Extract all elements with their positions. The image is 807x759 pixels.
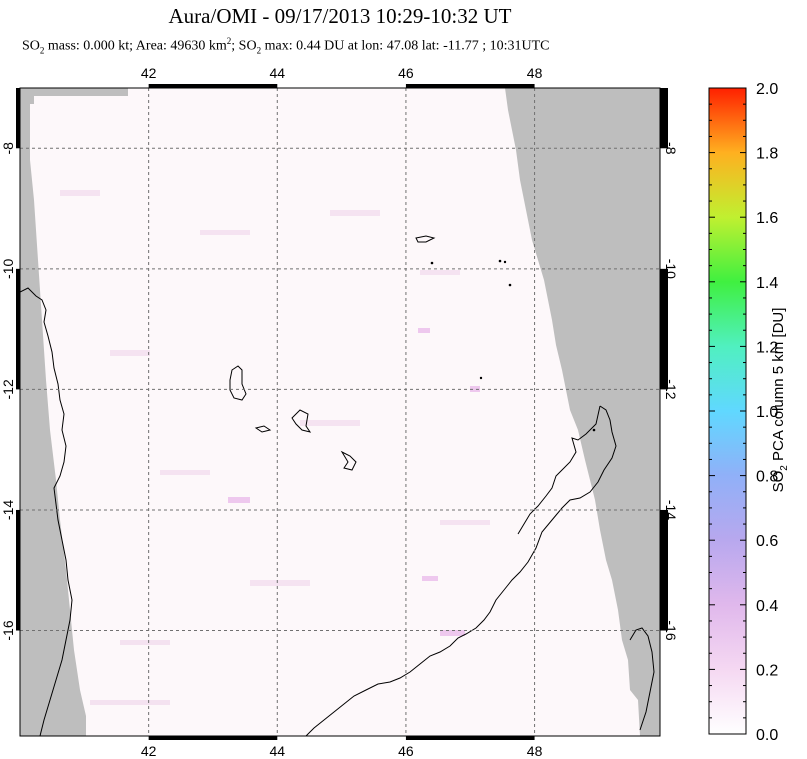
coastline-madagascar-south <box>629 627 655 731</box>
edge-bar-bottom <box>405 736 535 740</box>
lat-tick-label-left: -16 <box>0 620 16 640</box>
edge-bar-left <box>16 509 20 631</box>
colorbar-label: 0.6 <box>756 533 778 550</box>
coastline-madagascar <box>305 405 617 736</box>
coastline-madagascar-north <box>517 405 601 535</box>
lon-tick-label-top: 46 <box>398 65 414 81</box>
lon-tick-label-top: 44 <box>269 65 285 81</box>
colorbar-label: 1.4 <box>756 275 778 292</box>
lat-tick-label-right: -14 <box>663 500 679 520</box>
colorbar <box>708 87 747 735</box>
no-data-region-left <box>20 104 86 736</box>
colorbar-label: 1.8 <box>756 146 778 163</box>
colorbar-title: SO2 PCA column 5 km [DU] <box>770 307 790 493</box>
axis-edge-bars <box>16 84 668 740</box>
plot-frame <box>19 87 661 737</box>
island-grande-comore <box>229 365 247 401</box>
lon-tick-label-bottom: 48 <box>527 743 543 759</box>
edge-bar-top <box>405 84 535 88</box>
no-data-region-top-left <box>20 88 128 104</box>
no-data-region-bottom-left <box>20 716 86 736</box>
lat-tick-label-right: -8 <box>663 142 679 155</box>
island-aldabra <box>415 235 436 243</box>
colorbar-label: 0.8 <box>756 469 778 486</box>
edge-bar-right <box>660 88 668 149</box>
edge-bar-right <box>660 268 668 390</box>
edge-bar-left <box>16 88 20 149</box>
edge-bar-bottom <box>148 736 278 740</box>
edge-bar-right <box>660 509 668 631</box>
lat-tick-label-right: -12 <box>663 379 679 399</box>
colorbar-label: 1.0 <box>756 404 778 421</box>
island-mayotte <box>340 450 357 471</box>
island-moheli <box>254 425 272 433</box>
lat-tick-label-right: -16 <box>663 620 679 640</box>
edge-bar-top <box>148 84 278 88</box>
lat-tick-label-left: -12 <box>0 379 16 399</box>
lon-tick-label-bottom: 46 <box>398 743 414 759</box>
lon-tick-label-bottom: 44 <box>269 743 285 759</box>
lon-tick-label-bottom: 42 <box>141 743 157 759</box>
lat-tick-label-right: -10 <box>663 259 679 279</box>
island-anjouan <box>291 409 312 433</box>
map-title: Aura/OMI - 09/17/2013 10:29-10:32 UT <box>168 4 512 28</box>
coastline-mozambique <box>20 287 73 736</box>
colorbar-label: 0.2 <box>756 662 778 679</box>
no-data-region-right <box>505 88 660 736</box>
colorbar-label: 0.0 <box>756 727 778 744</box>
colorbar-label: 1.2 <box>756 339 778 356</box>
lat-tick-label-left: -8 <box>0 142 16 155</box>
colorbar-label: 1.6 <box>756 210 778 227</box>
colorbar-label: 0.4 <box>756 598 778 615</box>
lon-tick-label-top: 48 <box>527 65 543 81</box>
lat-tick-label-left: -14 <box>0 500 16 520</box>
colorbar-label: 2.0 <box>756 81 778 98</box>
lat-tick-label-left: -10 <box>0 259 16 279</box>
map-subtitle: SO2 mass: 0.000 kt; Area: 49630 km2; SO2… <box>22 36 550 56</box>
grid-lines <box>20 88 660 736</box>
lon-tick-label-top: 42 <box>141 65 157 81</box>
edge-bar-left <box>16 268 20 390</box>
